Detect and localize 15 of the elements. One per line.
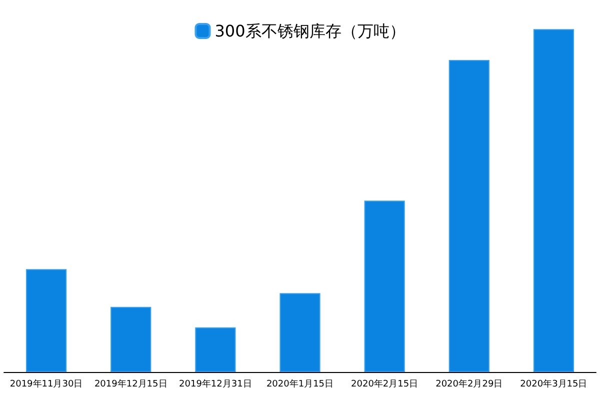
bar <box>280 293 320 372</box>
x-tick-label: 2019年11月30日 <box>10 378 83 390</box>
bar <box>195 327 236 372</box>
x-tick-label: 2020年1月15日 <box>266 378 334 390</box>
bar <box>364 200 405 372</box>
x-tick-label: 2019年12月31日 <box>179 378 252 390</box>
x-tick-label: 2020年2月15日 <box>351 378 418 390</box>
x-tick-label: 2020年2月29日 <box>436 378 503 390</box>
bar <box>533 29 574 372</box>
x-tick-label: 2020年3月15日 <box>520 378 588 390</box>
bar <box>448 60 490 372</box>
bar <box>26 269 67 372</box>
bar <box>110 306 152 372</box>
x-tick-label: 2019年12月15日 <box>94 378 168 390</box>
legend-label: 300系不锈钢库存（万吨） <box>214 22 406 40</box>
